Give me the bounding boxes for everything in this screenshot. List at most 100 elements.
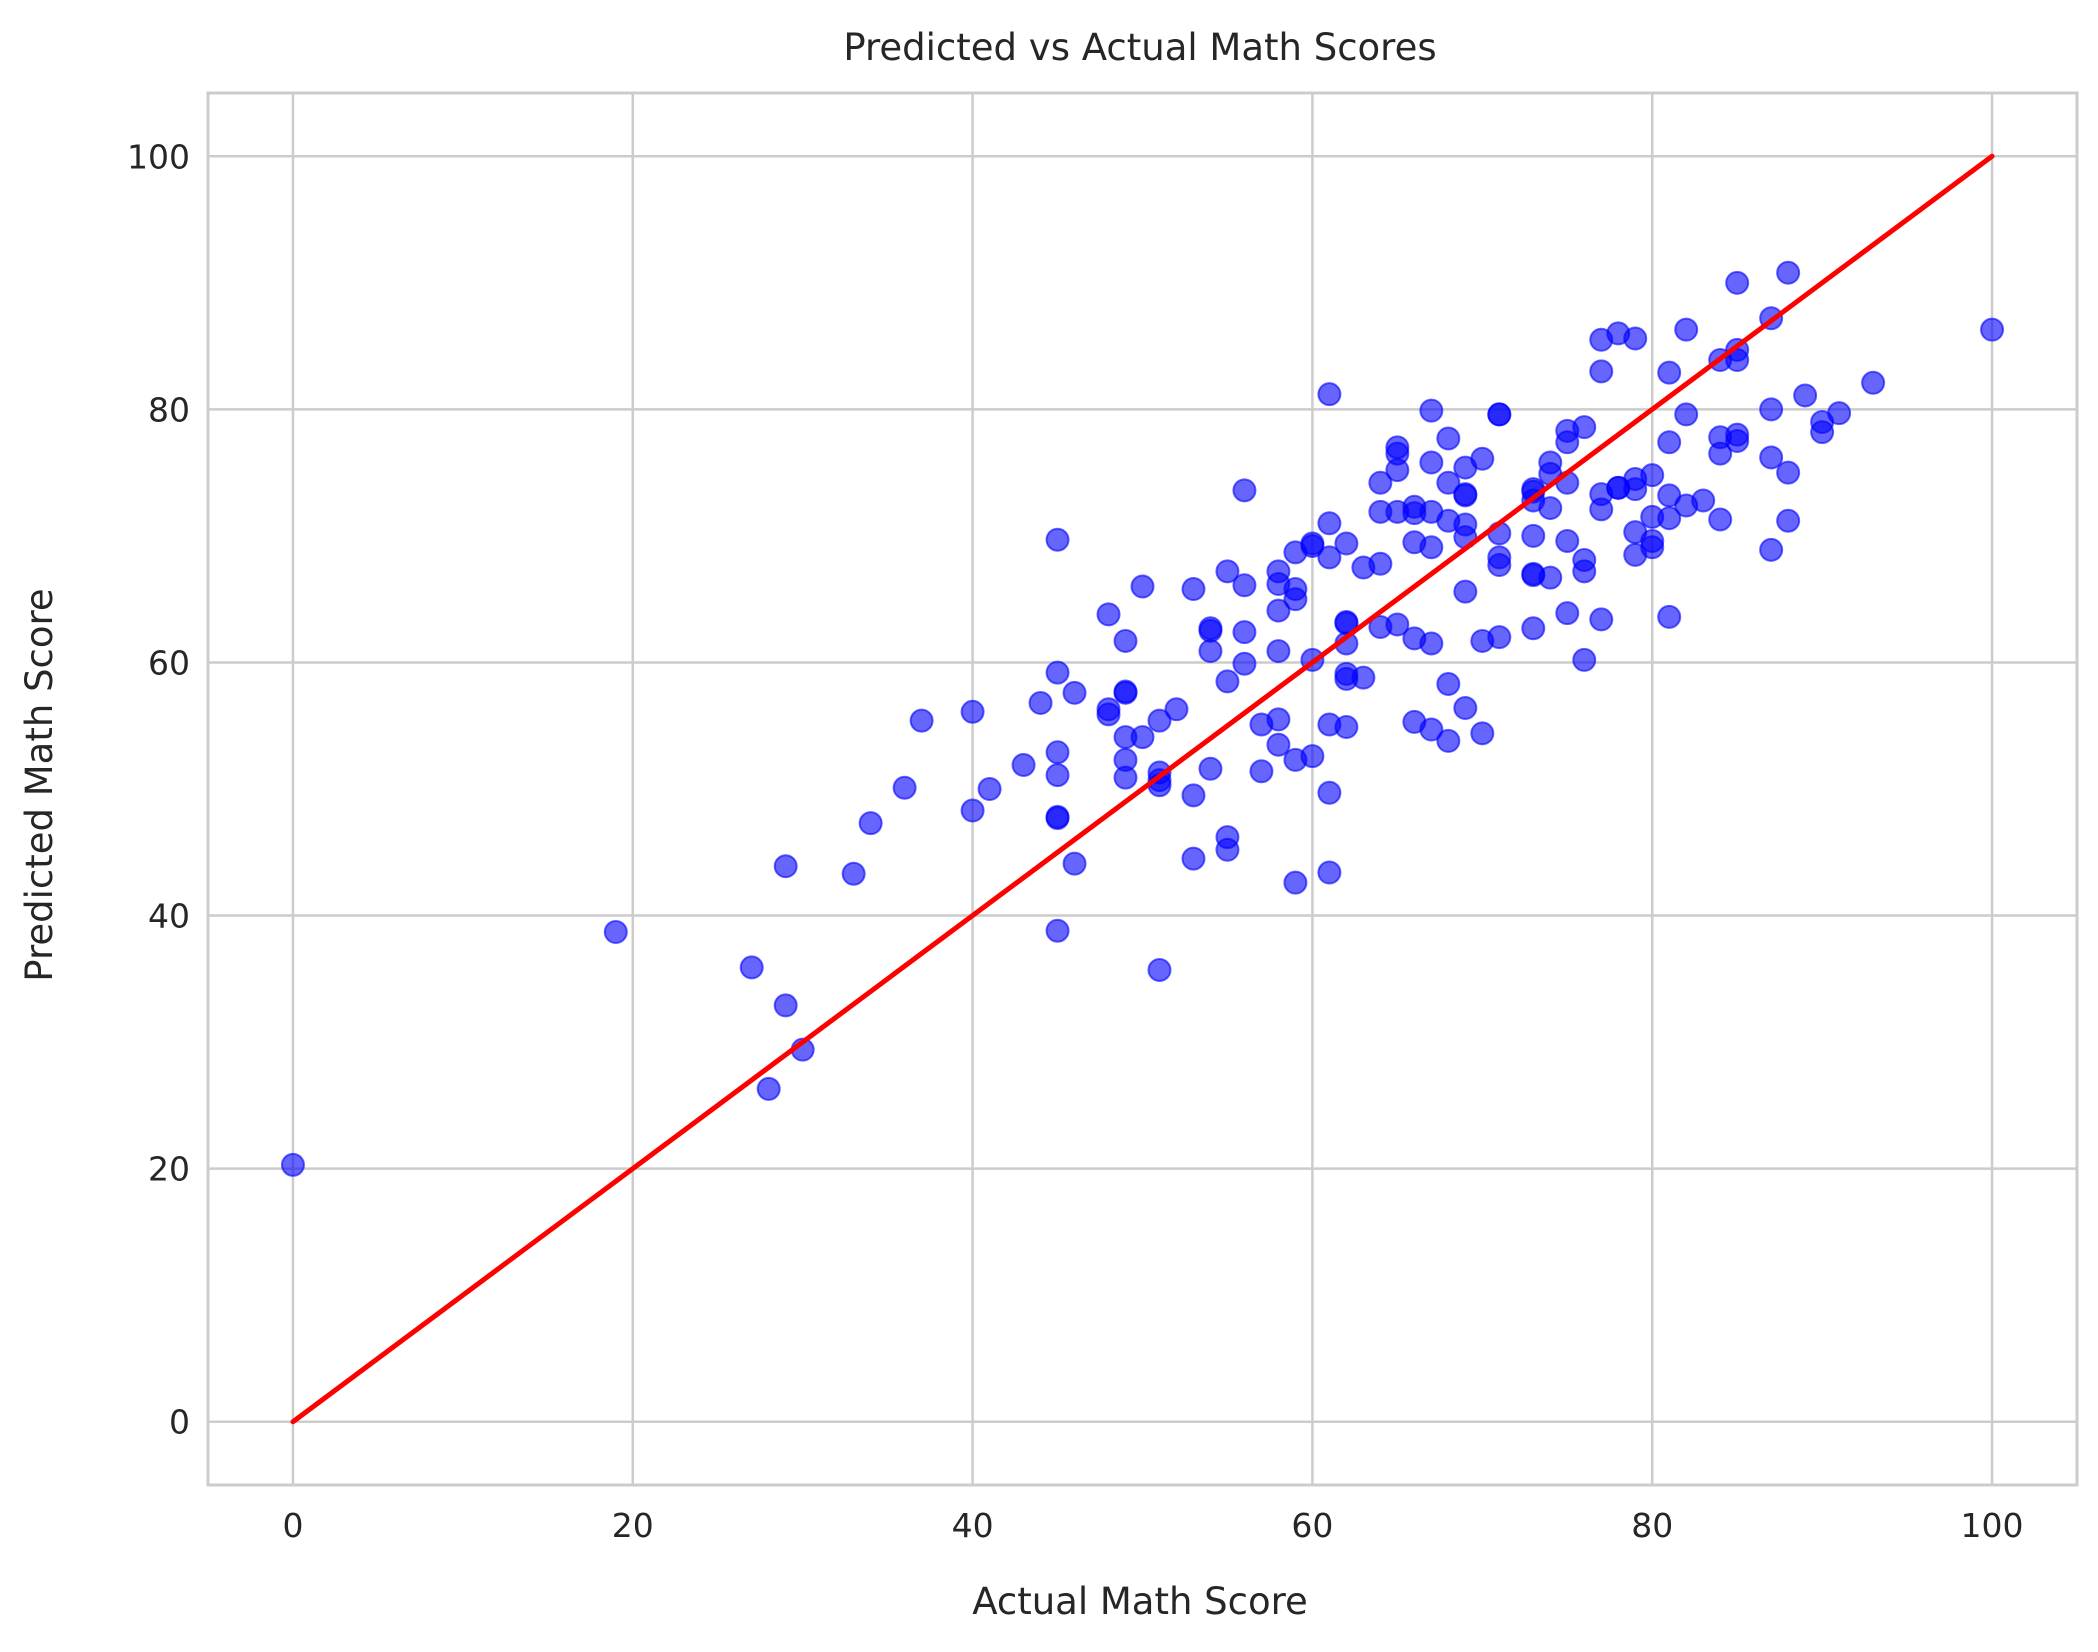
data-point [1555,528,1580,553]
data-point [1674,317,1699,342]
data-point [1419,535,1444,560]
x-tick-label: 20 [612,1506,654,1545]
chart-title: Predicted vs Actual Math Scores [843,26,1436,69]
data-point [1521,523,1546,548]
data-point [1572,559,1597,584]
data-point [1045,918,1070,943]
data-point [1198,618,1223,643]
data-point [1419,398,1444,423]
data-point [909,708,934,733]
data-point [1691,488,1716,513]
data-point [841,861,866,886]
data-point [1300,744,1325,769]
data-point [1589,497,1614,522]
data-point [1589,607,1614,632]
data-point [1351,665,1376,690]
data-point [1419,717,1444,742]
data-point [1538,496,1563,521]
data-point [1113,628,1138,653]
data-point [960,699,985,724]
data-point [1623,477,1648,502]
data-point [1232,478,1257,503]
x-tick-label: 0 [282,1506,303,1545]
data-point [1317,545,1342,570]
data-point [1113,765,1138,790]
data-point [1096,602,1121,627]
data-point [1181,577,1206,602]
data-point [1827,401,1852,426]
data-point [1776,460,1801,485]
data-point [1045,763,1070,788]
data-point [1419,450,1444,475]
data-point [1062,680,1087,705]
data-point [1776,508,1801,533]
data-point [1623,326,1648,351]
data-point [858,811,883,836]
data-point [1232,651,1257,676]
data-point [1130,725,1155,750]
data-point [1181,846,1206,871]
data-point [1300,534,1325,559]
data-point [1470,721,1495,746]
data-point [739,955,764,980]
y-tick-label: 20 [148,1150,190,1189]
data-point [1521,616,1546,641]
x-tick-labels: 0 20 40 60 80 100 [282,1506,2023,1545]
data-point [1980,317,2005,342]
data-point [960,798,985,823]
y-tick-label: 100 [127,137,190,176]
data-point [1572,647,1597,672]
data-point [1657,430,1682,455]
x-tick-label: 80 [1631,1506,1673,1545]
data-point [1096,702,1121,727]
data-point [773,854,798,879]
data-point [1266,732,1291,757]
data-point [1198,639,1223,664]
data-point [1334,714,1359,739]
data-point [1266,707,1291,732]
data-point [1759,537,1784,562]
data-point [1419,631,1444,656]
data-point [1215,837,1240,862]
data-point [280,1152,305,1177]
data-point [1861,370,1886,395]
data-point [1198,756,1223,781]
data-point [1045,740,1070,765]
data-point [1045,806,1070,831]
data-point [892,775,917,800]
data-point [1232,573,1257,598]
data-point [1283,587,1308,612]
data-point [1147,708,1172,733]
data-point [773,993,798,1018]
data-point [1487,553,1512,578]
data-point [1725,270,1750,295]
data-point [1453,696,1478,721]
data-point [1062,851,1087,876]
data-point [1453,579,1478,604]
data-point [1368,470,1393,495]
data-point [603,919,628,944]
data-point [1317,860,1342,885]
data-point [1011,752,1036,777]
x-tick-label: 40 [952,1506,994,1545]
data-point [1555,601,1580,626]
y-tick-label: 0 [169,1403,190,1442]
data-point [1538,565,1563,590]
data-point [1657,360,1682,385]
data-point [1028,690,1053,715]
x-tick-label: 100 [1961,1506,2024,1545]
data-point [1640,463,1665,488]
y-tick-label: 60 [148,643,190,682]
data-point [1385,458,1410,483]
data-point [1810,420,1835,445]
data-point [1487,402,1512,427]
data-point [1266,639,1291,664]
data-point [1793,383,1818,408]
data-point [1725,429,1750,453]
y-axis-label: Predicted Math Score [18,588,61,981]
data-point [977,777,1002,801]
data-point [1708,441,1733,466]
data-point [1674,402,1699,427]
data-point [1215,669,1240,694]
